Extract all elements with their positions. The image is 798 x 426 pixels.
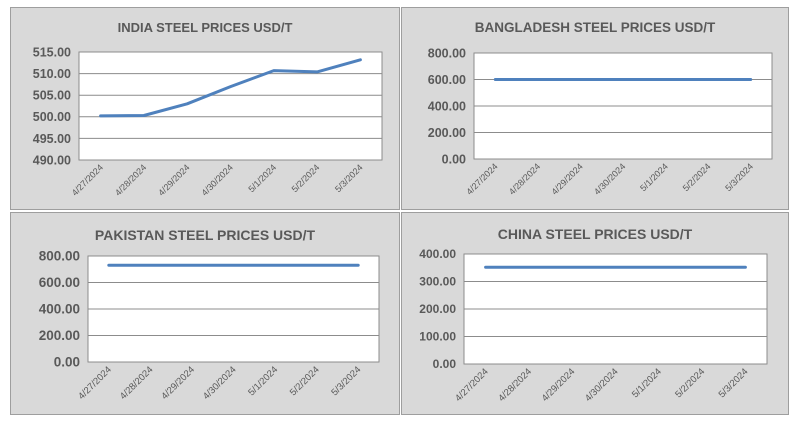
chart-title: CHINA STEEL PRICES USD/T [497,226,693,242]
y-tick-label: 600.00 [39,275,80,290]
x-tick-label: 5/2/2024 [681,161,713,193]
x-tick-label: 4/30/2024 [200,162,235,197]
bangladesh-chart-panel: BANGLADESH STEEL PRICES USD/T 0.00 200.00… [401,7,789,210]
x-tick-label: 5/1/2024 [246,162,278,194]
x-tick-label: 5/2/2024 [288,364,322,398]
x-tick-label: 4/27/2024 [70,162,105,197]
x-tick-label: 5/3/2024 [333,162,365,194]
x-tick-label: 4/30/2024 [592,161,627,196]
x-tick-label: 4/29/2024 [159,364,197,402]
x-tick-label: 4/27/2024 [453,366,491,404]
x-tick-label: 5/1/2024 [630,366,664,400]
x-tick-label: 4/29/2024 [549,161,584,196]
y-tick-label: 800.00 [39,249,80,264]
y-tick-label: 200.00 [39,328,80,343]
x-tick-label: 4/27/2024 [76,364,114,402]
y-tick-label: 400.00 [428,99,466,113]
pakistan-chart-panel: PAKISTAN STEEL PRICES USD/T 0.00 200.00 40… [10,212,400,415]
x-tick-label: 5/3/2024 [717,366,751,400]
x-tick-label: 5/1/2024 [246,364,280,398]
y-tick-label: 100.00 [419,330,456,344]
y-tick-label: 400.00 [39,302,80,317]
x-tick-label: 4/30/2024 [583,366,621,404]
y-tick-label: 510.00 [33,67,71,81]
y-tick-label: 400.00 [419,247,456,261]
x-tick-label: 4/28/2024 [507,161,542,196]
x-tick-label: 5/3/2024 [723,161,755,193]
chart-plot: 490.00 495.00 500.00 505.00 510.00 515.00 4/27… [33,45,383,198]
series-line [99,58,362,118]
x-tick-label: 4/30/2024 [201,364,239,402]
y-tick-label: 200.00 [428,126,466,140]
y-tick-label: 800.00 [428,46,466,60]
y-tick-label: 0.00 [54,355,80,370]
y-tick-label: 490.00 [33,153,71,167]
y-tick-label: 0.00 [442,152,466,166]
x-tick-label: 4/29/2024 [540,366,578,404]
chart-title: PAKISTAN STEEL PRICES USD/T [94,227,316,243]
x-tick-label: 5/3/2024 [329,364,363,398]
x-tick-label: 5/1/2024 [638,161,670,193]
y-tick-label: 505.00 [33,89,71,103]
chart-title: BANGLADESH STEEL PRICES USD/T [474,20,716,35]
india-chart-panel: INDIA STEEL PRICES USD/T 490.00 495.00 500… [10,7,400,210]
chart-title: INDIA STEEL PRICES USD/T [117,20,293,35]
y-tick-label: 0.00 [433,357,457,371]
x-tick-label: 4/28/2024 [496,366,534,404]
plot-area [78,51,383,161]
x-tick-label: 4/27/2024 [464,161,499,196]
y-tick-label: 200.00 [419,302,456,316]
china-chart-panel: CHINA STEEL PRICES USD/T 0.00 100.00 200.0… [401,212,789,415]
y-tick-label: 300.00 [419,275,456,289]
x-tick-label: 5/2/2024 [673,366,707,400]
x-tick-label: 4/28/2024 [118,364,156,402]
x-tick-label: 4/28/2024 [113,162,148,197]
y-tick-label: 515.00 [33,45,71,59]
x-tick-label: 4/29/2024 [156,162,191,197]
y-tick-label: 495.00 [33,132,71,146]
x-tick-label: 5/2/2024 [290,162,322,194]
y-tick-label: 500.00 [33,110,71,124]
y-tick-label: 600.00 [428,73,466,87]
